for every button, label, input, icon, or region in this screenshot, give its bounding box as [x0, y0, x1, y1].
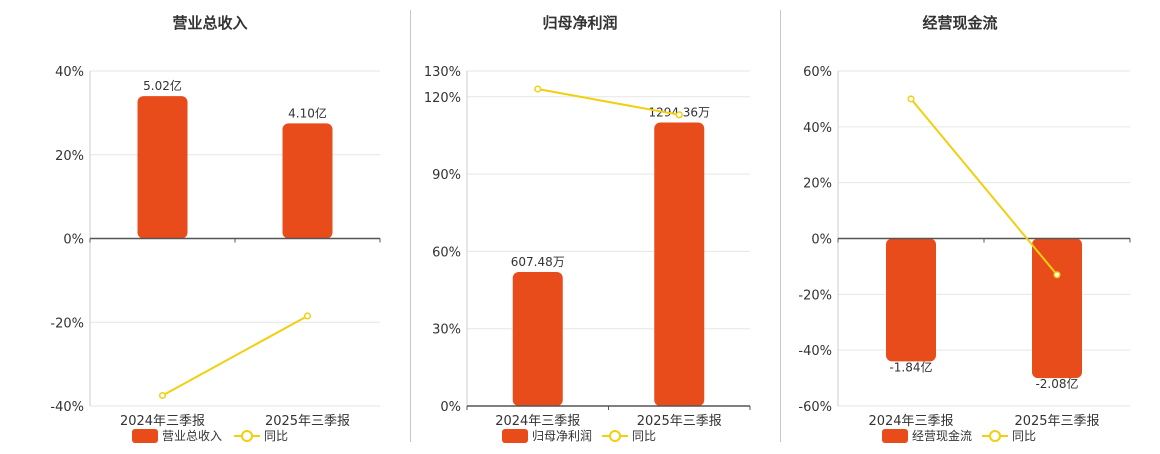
panel-divider [780, 10, 781, 442]
y-tick-label: -60% [798, 400, 832, 415]
revenue-chart: 营业总收入 40% 20% 0% -20% -40% 5.02亿 4.10亿 2024年三季报 2… [50, 14, 381, 443]
y-tick-label: 40% [803, 121, 832, 136]
chart-panel-cashflow: 经营现金流 60% 40% 20% 0% -20% -40% -60% -1.84亿 -2.08亿… [780, 0, 1160, 450]
y-tick-label: -40% [798, 344, 832, 359]
series-line [162, 315, 308, 397]
y-tick-label: 30% [432, 323, 461, 338]
bar-data-label: 4.10亿 [288, 105, 327, 120]
line-point [158, 391, 167, 400]
legend-label: 营业总收入 [162, 429, 222, 443]
bar [282, 123, 333, 239]
y-tick-label: -40% [50, 400, 84, 415]
y-tick-label: 40% [55, 65, 84, 80]
legend-label: 同比 [1012, 429, 1036, 443]
legend-label: 同比 [632, 429, 656, 443]
bar-data-label: -2.08亿 [1035, 376, 1078, 391]
bar [1032, 238, 1082, 379]
chart-panel-net-profit: 归母净利润130%120%90%60%30%0%607.48万1294.36万2… [410, 0, 780, 450]
legend-line-marker [241, 430, 253, 442]
bar [137, 96, 188, 239]
bar-data-label: 607.48万 [511, 255, 565, 269]
x-tick-label: 2025年三季报 [265, 414, 350, 429]
legend-label: 归母净利润 [532, 429, 592, 443]
bar [654, 122, 705, 407]
x-tick-label: 2024年三季报 [495, 414, 580, 429]
y-tick-label: 0% [440, 400, 461, 415]
chart-title: 归母净利润 [542, 14, 617, 32]
legend-label: 经营现金流 [912, 428, 972, 443]
legend-bar-swatch [132, 429, 158, 443]
bar-data-label: -1.84亿 [889, 359, 932, 374]
x-tick-label: 2025年三季报 [637, 414, 722, 429]
series-line [537, 88, 680, 116]
y-tick-label: -20% [50, 316, 84, 331]
y-tick-label: 0% [811, 233, 832, 248]
chart-title: 营业总收入 [172, 14, 247, 32]
x-tick-label: 2025年三季报 [1014, 414, 1099, 429]
y-tick-label: 20% [803, 177, 832, 192]
bar [512, 272, 563, 406]
y-tick-label: 90% [432, 168, 461, 183]
legend-label: 同比 [264, 429, 288, 443]
x-tick-label: 2024年三季报 [868, 414, 953, 429]
line-point [534, 85, 542, 93]
series-line [910, 98, 1058, 276]
line-point [1053, 271, 1061, 279]
legend-line-marker [989, 430, 1001, 442]
bar [886, 238, 936, 362]
y-tick-label: -20% [798, 288, 832, 303]
legend-line-marker [609, 430, 621, 442]
y-tick-label: 60% [803, 65, 832, 80]
y-tick-label: 60% [432, 245, 461, 260]
bar-data-label: 5.02亿 [143, 78, 182, 93]
y-tick-label: 0% [63, 233, 84, 248]
y-tick-label: 20% [55, 149, 84, 164]
x-tick-label: 2024年三季报 [120, 414, 205, 429]
line-point [675, 111, 683, 119]
cashflow-chart: 经营现金流 60% 40% 20% 0% -20% -40% -60% -1.84亿 -2.08亿… [798, 14, 1131, 443]
y-tick-label: 120% [424, 91, 461, 106]
line-point [907, 95, 915, 103]
panel-divider [410, 10, 411, 442]
y-tick-label: 130% [424, 65, 461, 80]
net-profit-chart: 归母净利润130%120%90%60%30%0%607.48万1294.36万2… [424, 14, 751, 443]
legend-bar-swatch [502, 429, 528, 443]
chart-panel-revenue: 营业总收入 40% 20% 0% -20% -40% 5.02亿 4.10亿 2024年三季报 2… [0, 0, 400, 450]
chart-title: 经营现金流 [922, 14, 997, 32]
line-point [303, 312, 312, 320]
legend-bar-swatch [882, 429, 908, 443]
